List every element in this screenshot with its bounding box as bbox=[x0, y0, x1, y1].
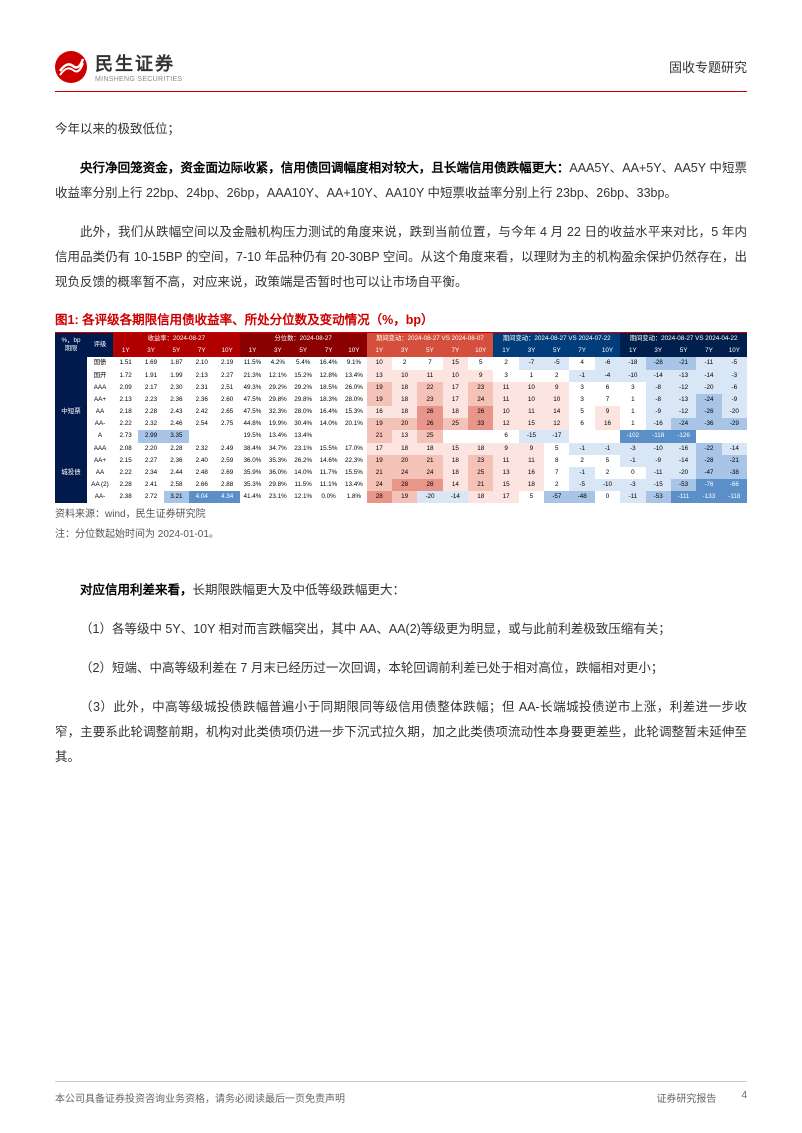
figure-source: 资料来源：wind，民生证券研究院 bbox=[55, 507, 747, 523]
para-4: 对应信用利差来看，长期限跌幅更大及中低等级跌幅更大： bbox=[55, 578, 747, 603]
doc-type: 固收专题研究 bbox=[669, 57, 747, 76]
para-1: 今年以来的极致低位； bbox=[55, 117, 747, 142]
figure-title: 图1: 各评级各期限信用债收益率、所处分位数及变动情况（%，bp） bbox=[55, 309, 747, 328]
para-6: （2）短端、中高等级利差在 7 月末已经历过一次回调，本轮回调前利差已处于相对高… bbox=[55, 656, 747, 681]
footer-disclaimer: 本公司具备证券投资咨询业务资格，请务必阅读最后一页免责声明 bbox=[55, 1090, 345, 1105]
footer-report-type: 证券研究报告 bbox=[656, 1090, 716, 1105]
para-5: （1）各等级中 5Y、10Y 相对而言跌幅突出，其中 AA、AA(2)等级更为明… bbox=[55, 617, 747, 642]
para-7: （3）此外，中高等级城投债跌幅普遍小于同期限同等级信用债整体跌幅；但 AA-长端… bbox=[55, 695, 747, 770]
page-number: 4 bbox=[741, 1090, 747, 1105]
logo-icon bbox=[55, 51, 87, 83]
logo-text-en: MINSHENG SECURITIES bbox=[95, 76, 182, 83]
para-2: 央行净回笼资金，资金面边际收紧，信用债回调幅度相对较大，且长端信用债跌幅更大：A… bbox=[55, 156, 747, 206]
data-table: %，bp期限评级收益率：2024-08-27分位数：2024-08-27期间变动… bbox=[55, 333, 747, 503]
page-footer: 本公司具备证券投资咨询业务资格，请务必阅读最后一页免责声明 证券研究报告 4 bbox=[55, 1081, 747, 1105]
logo: 民生证券 MINSHENG SECURITIES bbox=[55, 50, 182, 83]
para-3: 此外，我们从跌幅空间以及金融机构压力测试的角度来说，跌到当前位置，与今年 4 月… bbox=[55, 220, 747, 295]
figure-note: 注：分位数起始时间为 2024-01-01。 bbox=[55, 527, 747, 543]
page-header: 民生证券 MINSHENG SECURITIES 固收专题研究 bbox=[55, 50, 747, 92]
logo-text-cn: 民生证券 bbox=[95, 50, 182, 76]
